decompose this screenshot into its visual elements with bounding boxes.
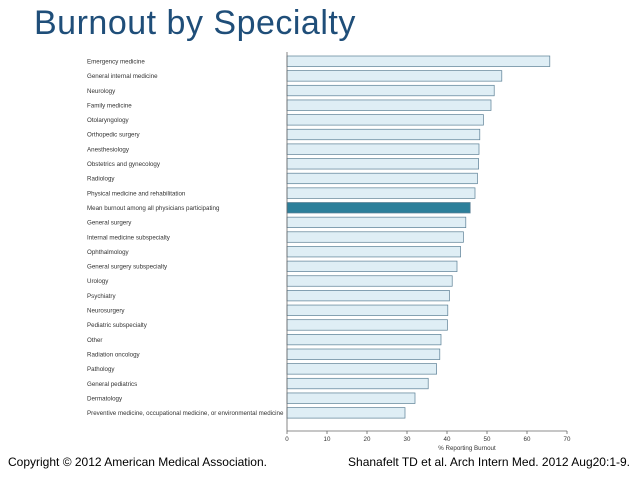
category-label: Ophthalmology [87,249,130,256]
x-tick-label: 20 [364,436,371,443]
x-tick-label: 10 [324,436,331,443]
bar [286,216,467,228]
category-label: Internal medicine subspecialty [87,234,171,241]
category-label: Orthopedic surgery [87,132,141,139]
x-tick-label: 70 [564,436,571,443]
bar [286,260,458,272]
bar-mean [286,202,471,214]
category-label: Dermatology [87,395,123,402]
bar [286,158,479,170]
bar [286,407,406,419]
category-label: Psychiatry [87,293,116,300]
slide-title: Burnout by Specialty [34,4,356,42]
bar [286,70,503,82]
category-label: Pathology [87,366,115,373]
category-label: Neurosurgery [87,308,125,315]
category-label: Mean burnout among all physicians partic… [87,205,220,212]
bar [286,304,449,316]
category-label: Emergency medicine [87,58,145,65]
category-label: Radiology [87,176,115,183]
category-label: General surgery subspecialty [87,264,168,271]
copyright-note: Copyright © 2012 American Medical Associ… [8,455,267,469]
category-label: Preventive medicine, occupational medici… [87,410,284,417]
category-label: Anesthesiology [87,146,130,153]
bar [286,187,476,199]
category-label: Physical medicine and rehabilitation [87,190,186,197]
x-tick-label: 60 [524,436,531,443]
bar [286,128,481,141]
category-label: Radiation oncology [87,351,141,358]
category-label: Pediatric subspecialty [87,322,148,329]
category-label: Urology [87,278,109,285]
bar [286,114,484,126]
x-tick-label: 40 [444,436,451,443]
x-axis: 0 10 20 30 40 50 60 70 [285,430,571,443]
bar [286,348,441,360]
category-label: Neurology [87,88,116,95]
bar [286,143,480,155]
bar [286,275,453,287]
x-axis-title: % Reporting Burnout [438,445,496,452]
bar [286,55,551,67]
category-labels: Emergency medicine General internal medic… [87,58,284,417]
x-tick-label: 0 [285,436,289,443]
bar [286,172,478,185]
x-tick-label: 30 [404,436,411,443]
bar [286,319,448,331]
category-label: General internal medicine [87,73,158,80]
category-label: Otolaryngology [87,117,130,124]
x-tick-label: 50 [484,436,491,443]
bar [286,99,492,111]
bar [286,377,429,390]
category-label: Other [87,337,102,344]
bar [286,334,442,346]
category-label: Family medicine [87,102,132,109]
category-label: Obstetrics and gynecology [87,161,161,168]
bar [286,231,464,243]
bar [286,392,416,404]
bar [286,84,495,97]
citation-note: Shanafelt TD et al. Arch Intern Med. 201… [348,455,630,469]
category-label: General pediatrics [87,381,137,388]
category-label: General surgery [87,220,132,227]
bars [286,55,551,419]
bar [286,290,450,302]
bar [286,246,461,258]
bar [286,363,437,375]
